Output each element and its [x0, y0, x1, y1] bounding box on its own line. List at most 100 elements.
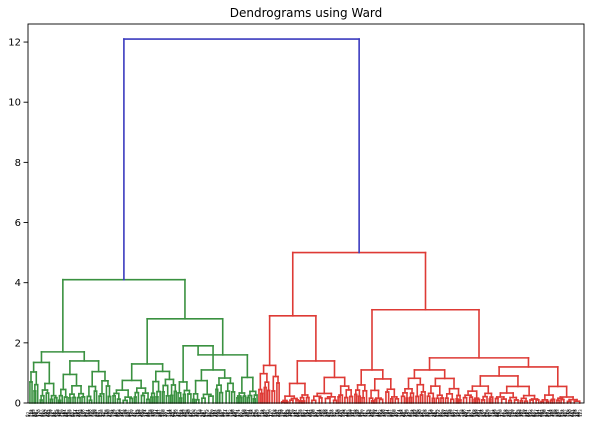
leaf-label: 101 [109, 409, 114, 417]
leaf-label: 64 [570, 411, 575, 417]
leaf-label: 86 [346, 411, 351, 417]
leaf-label: 133 [266, 409, 271, 417]
leaf-label: 60 [464, 411, 469, 417]
leaf-label: 85 [377, 411, 382, 417]
leaf-label: 42 [332, 411, 337, 417]
leaf-label: 12 [344, 411, 349, 417]
leaf-label: 38 [457, 411, 462, 417]
leaf-label: 186 [461, 409, 466, 417]
leaf-label: 39 [425, 411, 430, 417]
leaf-label: 161 [548, 409, 553, 417]
leaf-label: 168 [561, 409, 566, 417]
leaf-label: 50 [544, 411, 549, 417]
leaf-label: 70 [383, 411, 388, 417]
leaf-label: 93 [128, 411, 133, 417]
leaf-label: 98 [203, 411, 208, 417]
leaf-label: 49 [345, 411, 350, 417]
leaf-label: 65 [77, 411, 82, 417]
leaf-label: 7 [38, 414, 43, 417]
leaf-label: 124 [85, 409, 90, 417]
leaf-label: 5 [562, 414, 567, 417]
leaf-label: 166 [161, 409, 166, 417]
leaf-label: 25 [169, 411, 174, 417]
leaf-label: 192 [274, 409, 279, 417]
leaf-label: 91 [190, 411, 195, 417]
leaf-label: 179 [449, 409, 454, 417]
leaf-label: 13 [82, 411, 87, 417]
leaf-label: 141 [248, 409, 253, 417]
y-tick-label: 2 [15, 338, 21, 349]
leaf-label: 65 [539, 411, 544, 417]
leaf-label: 53 [220, 411, 225, 417]
leaf-label: 5 [100, 414, 105, 417]
leaf-label: 196 [150, 409, 155, 417]
leaf-label: 183 [324, 409, 329, 417]
y-tick-label: 0 [15, 399, 21, 410]
leaf-label: 51 [282, 411, 287, 417]
leaf-label: 103 [47, 409, 52, 417]
leaf-label: 198 [318, 409, 323, 417]
leaf-label: 132 [297, 409, 302, 417]
leaf-label: 146 [554, 409, 559, 417]
leaf-label: 48 [376, 411, 381, 417]
leaf-label: 131 [98, 409, 103, 417]
leaf-label: 33 [382, 411, 387, 417]
leaf-label: 0 [256, 414, 261, 417]
leaf-label: 117 [72, 409, 77, 417]
leaf-label: 116 [565, 409, 570, 417]
leaf-label: 165 [192, 409, 197, 417]
leaf-label: 88 [53, 411, 58, 417]
leaf-label: 22 [32, 411, 37, 417]
leaf-label: 72 [551, 411, 556, 417]
leaf-label: 183 [555, 409, 560, 417]
leaf-label: 94 [97, 411, 102, 417]
leaf-label: 40 [164, 411, 169, 417]
leaf-label: 13 [312, 411, 317, 417]
leaf-label: 123 [578, 409, 583, 417]
leaf-label: 181 [386, 409, 391, 417]
leaf-label: 167 [361, 409, 366, 417]
leaf-label: 73 [289, 411, 294, 417]
leaf-label: 57 [326, 411, 331, 417]
leaf-label: 69 [183, 411, 188, 417]
leaf-label: 163 [255, 409, 260, 417]
leaf-label: 190 [106, 409, 111, 417]
leaf-label: 145 [354, 409, 359, 417]
leaf-label: 118 [272, 409, 277, 417]
leaf-label: 126 [254, 409, 259, 417]
leaf-label: 41 [132, 411, 137, 417]
leaf-label: 96 [265, 411, 270, 417]
leaf-label: 103 [278, 409, 283, 417]
leaf-label: 2 [424, 414, 429, 417]
leaf-label: 155 [504, 409, 509, 417]
leaf-label: 88 [514, 411, 519, 417]
leaf-label: 167 [130, 409, 135, 417]
leaf-label: 62 [401, 411, 406, 417]
leaf-label: 43 [70, 411, 75, 417]
leaf-label: 125 [516, 409, 521, 417]
leaf-label: 150 [429, 409, 434, 417]
leaf-label: 148 [30, 409, 35, 417]
leaf-label: 108 [122, 409, 127, 417]
leaf-label: 134 [466, 409, 471, 417]
leaf-label: 176 [311, 409, 316, 417]
leaf-label: 115 [135, 409, 140, 417]
leaf-label: 169 [529, 409, 534, 417]
leaf-label: 47 [176, 411, 181, 417]
leaf-label: 94 [327, 411, 332, 417]
leaf-label: 147 [522, 409, 527, 417]
leaf-label: 146 [92, 409, 97, 417]
leaf-label: 44 [39, 411, 44, 417]
leaf-label: 113 [428, 409, 433, 417]
plot-frame [27, 23, 585, 404]
leaf-label: 110 [60, 409, 65, 417]
leaf-label: 185 [262, 409, 267, 417]
leaf-label: 22 [263, 411, 268, 417]
leaf-label: 95 [65, 411, 70, 417]
leaf-label: 164 [454, 409, 459, 417]
leaf-label: 12 [574, 411, 579, 417]
leaf-label: 193 [474, 409, 479, 417]
leaf-label: 199 [518, 409, 523, 417]
leaf-label: 30 [475, 411, 480, 417]
leaf-label: 185 [492, 409, 497, 417]
